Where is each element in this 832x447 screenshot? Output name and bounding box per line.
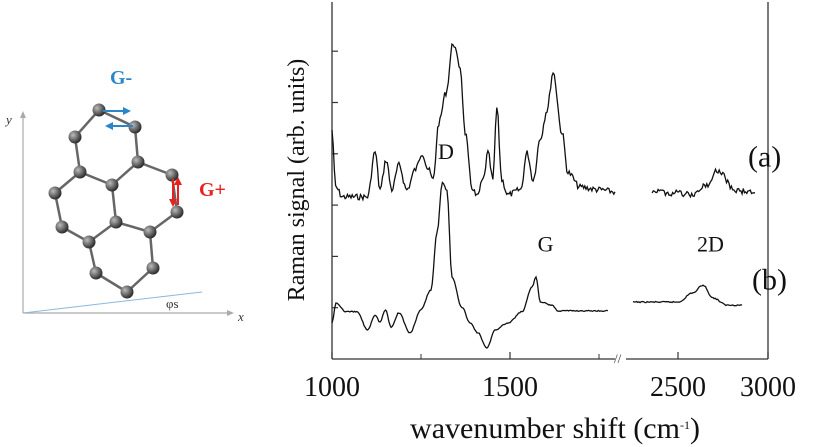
carbon-atom [92, 103, 106, 117]
g-plus-label: G+ [199, 179, 226, 201]
labels: (a) (b) D G 2D [438, 139, 787, 297]
ticks: 1000 1500 2500 3000 [304, 50, 796, 403]
g-minus-arrows-icon [103, 107, 133, 130]
carbon-atom [128, 120, 142, 134]
carbon-atom [146, 261, 160, 275]
carbon-atom [109, 215, 123, 229]
series-label: (b) [752, 263, 787, 296]
series-b-right-line [632, 284, 743, 307]
carbon-atom [120, 285, 134, 299]
diagram-y-label: y [4, 112, 12, 127]
series-label: (a) [748, 140, 781, 173]
carbon-atom [105, 178, 119, 192]
carbon-atom [73, 165, 87, 179]
carbon-atom [170, 205, 184, 219]
series [331, 42, 755, 349]
series-a-right-line [651, 167, 755, 199]
y-axis-title: Raman signal (arb. units) [284, 59, 310, 302]
axis-break-mark: // [614, 351, 622, 366]
bond [98, 108, 136, 129]
carbon-atom [131, 155, 145, 169]
carbon-atom [48, 186, 62, 200]
carbon-atom [68, 130, 82, 144]
g-minus-label: G- [110, 67, 132, 89]
atoms [48, 103, 184, 299]
series-a-left-line [331, 42, 616, 202]
x-tick-label: 2500 [650, 372, 706, 403]
x-tick-label: 3000 [740, 372, 796, 403]
carbon-atom [165, 168, 179, 182]
carbon-atom [82, 235, 96, 249]
angle-direction-line [22, 291, 203, 314]
raman-chart: // 1000 1500 2500 3000 (a) (b) D G 2D wavenumbe… [284, 2, 796, 445]
x-tick-label: 1500 [482, 372, 538, 403]
molecule-diagram: y x φs G- G+ [4, 67, 244, 324]
x-axis-title: wavenumber shift (cm-1) [410, 412, 700, 445]
series-b-left-line [331, 181, 609, 349]
plot-frame [331, 2, 769, 360]
peak-label: 2D [697, 231, 724, 256]
x-axis-arrow-icon [227, 310, 234, 316]
carbon-atom [89, 266, 103, 280]
g-plus-arrows-icon [169, 177, 182, 207]
diagram-x-label: x [237, 309, 244, 324]
y-axis-arrow-icon [20, 111, 26, 118]
carbon-atom [143, 225, 157, 239]
angle-label: φs [166, 296, 179, 311]
carbon-atom [55, 220, 69, 234]
peak-label: D [438, 139, 454, 164]
x-tick-label: 1000 [304, 372, 360, 403]
peak-label: G [538, 231, 554, 256]
